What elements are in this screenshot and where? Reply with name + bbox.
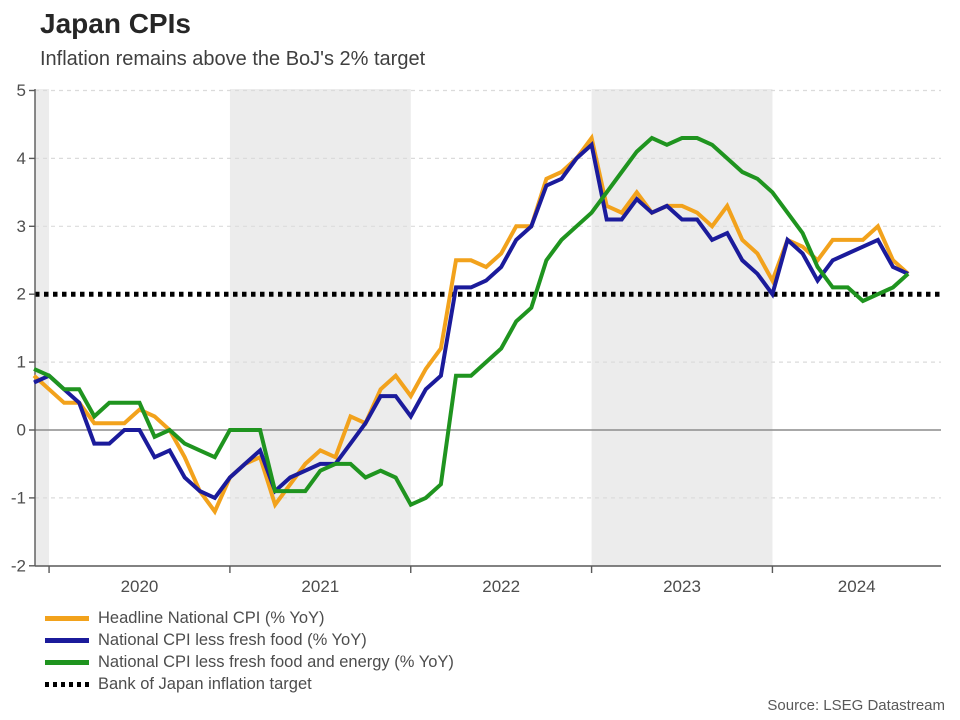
legend-swatch-headline-line — [45, 615, 89, 621]
shaded-year-band — [229, 89, 411, 566]
page-title: Japan CPIs — [40, 8, 191, 39]
legend-swatch-corecore-line — [45, 659, 89, 665]
x-axis-year-label: 2021 — [301, 577, 339, 596]
legend-item-boj-target: Bank of Japan inflation target — [45, 673, 454, 695]
chart-legend: Headline National CPI (% YoY) National C… — [45, 607, 454, 695]
y-axis-tick-label: 5 — [17, 81, 26, 100]
legend-label-boj-target: Bank of Japan inflation target — [98, 674, 312, 693]
x-axis-year-label: 2023 — [663, 577, 701, 596]
x-axis-year-label: 2022 — [482, 577, 520, 596]
y-axis-tick-label: 1 — [17, 353, 26, 372]
x-axis-year-label: 2024 — [838, 577, 876, 596]
series-line-corecore — [33, 135, 910, 508]
y-axis-tick-label: -1 — [11, 488, 26, 507]
y-axis-tick-label: 4 — [17, 149, 26, 168]
y-axis-tick-label: 3 — [17, 217, 26, 236]
legend-label-core: National CPI less fresh food (% YoY) — [98, 630, 367, 649]
legend-item-corecore: National CPI less fresh food and energy … — [45, 651, 454, 673]
y-axis-tick-label: -2 — [11, 556, 26, 575]
shaded-year-band — [591, 89, 773, 566]
legend-swatch-core-line — [45, 637, 89, 643]
legend-swatch-target-dotted-line — [45, 681, 89, 687]
series-line-core — [33, 140, 909, 501]
x-axis-year-label: 2020 — [121, 577, 159, 596]
legend-item-core: National CPI less fresh food (% YoY) — [45, 629, 454, 651]
legend-item-headline: Headline National CPI (% YoY) — [45, 607, 454, 629]
y-axis-tick-label: 2 — [17, 285, 26, 304]
legend-label-headline: Headline National CPI (% YoY) — [98, 608, 325, 627]
series-line-headline — [32, 133, 910, 516]
shaded-year-band — [35, 89, 50, 566]
y-axis-tick-label: 0 — [17, 421, 26, 440]
legend-label-corecore: National CPI less fresh food and energy … — [98, 652, 454, 671]
page-subtitle: Inflation remains above the BoJ's 2% tar… — [40, 48, 426, 70]
source-credit: Source: LSEG Datastream — [767, 697, 945, 714]
